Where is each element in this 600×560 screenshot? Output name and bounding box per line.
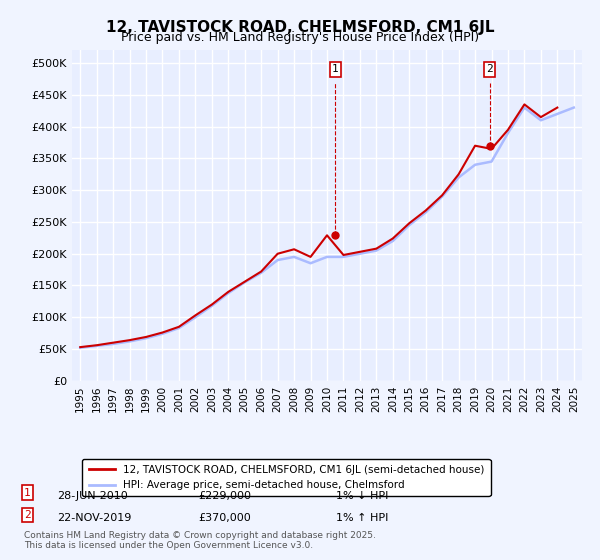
Text: £229,000: £229,000 xyxy=(198,491,251,501)
Text: 1% ↑ HPI: 1% ↑ HPI xyxy=(336,513,388,523)
Text: £370,000: £370,000 xyxy=(198,513,251,523)
Text: 1: 1 xyxy=(332,64,338,74)
Text: Contains HM Land Registry data © Crown copyright and database right 2025.
This d: Contains HM Land Registry data © Crown c… xyxy=(24,530,376,550)
Text: 2: 2 xyxy=(487,64,493,74)
Text: 2: 2 xyxy=(24,510,31,520)
Text: 1: 1 xyxy=(24,488,31,498)
Legend: 12, TAVISTOCK ROAD, CHELMSFORD, CM1 6JL (semi-detached house), HPI: Average pric: 12, TAVISTOCK ROAD, CHELMSFORD, CM1 6JL … xyxy=(82,459,491,496)
Text: 28-JUN-2010: 28-JUN-2010 xyxy=(57,491,128,501)
Text: 22-NOV-2019: 22-NOV-2019 xyxy=(57,513,131,523)
Text: 12, TAVISTOCK ROAD, CHELMSFORD, CM1 6JL: 12, TAVISTOCK ROAD, CHELMSFORD, CM1 6JL xyxy=(106,20,494,35)
Text: 1% ↓ HPI: 1% ↓ HPI xyxy=(336,491,388,501)
Text: Price paid vs. HM Land Registry's House Price Index (HPI): Price paid vs. HM Land Registry's House … xyxy=(121,31,479,44)
